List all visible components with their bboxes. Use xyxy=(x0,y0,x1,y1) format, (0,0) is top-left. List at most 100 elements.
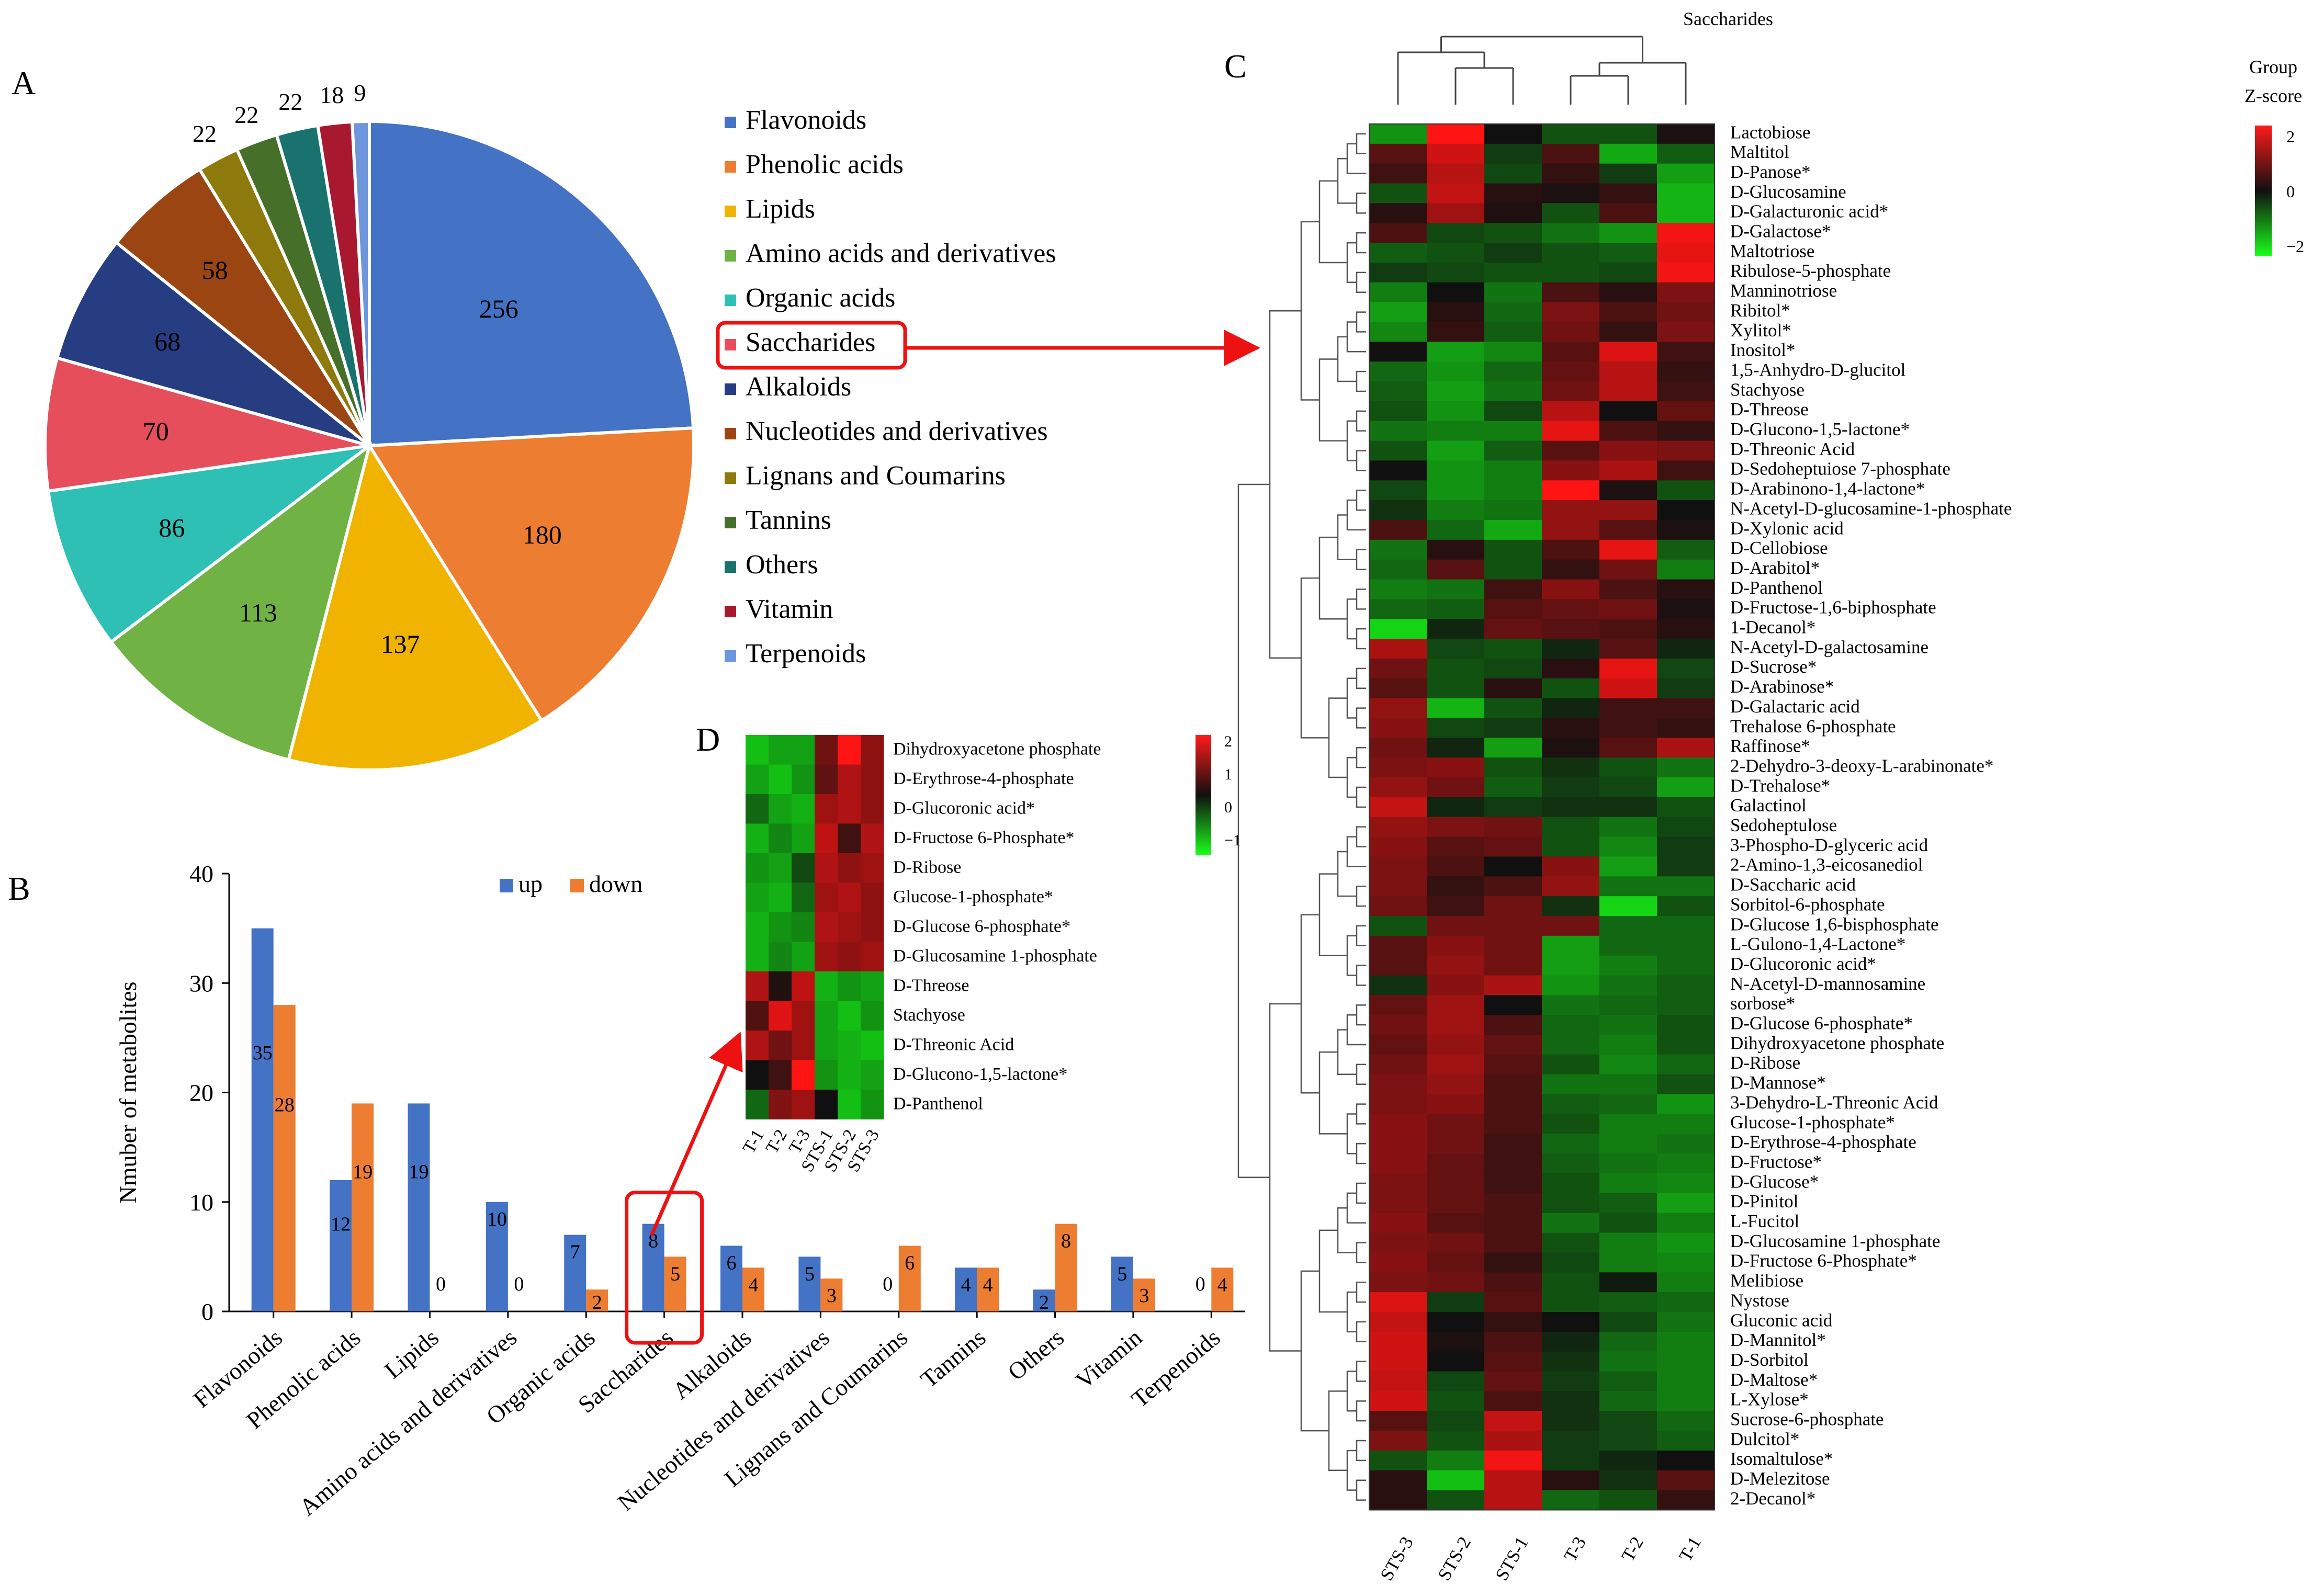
heatmap-c-cell-57-0 xyxy=(1369,1252,1427,1273)
heatmap-d-cell-4-3 xyxy=(815,853,838,883)
heatmap-c-cell-3-2 xyxy=(1484,183,1542,203)
pie-chart: 256 180 137 113 86 70 68 58 22 22 22 18 9 xyxy=(43,80,695,772)
heatmap-c-cell-42-2 xyxy=(1484,955,1542,976)
heatmap-c-cell-38-2 xyxy=(1484,876,1542,897)
heatmap-c-cell-36-3 xyxy=(1542,836,1600,857)
heatmap-c-cell-5-3 xyxy=(1542,223,1600,243)
bar-label-up-vitamin: 5 xyxy=(1117,1263,1127,1285)
heatmap-c-cell-36-1 xyxy=(1427,836,1485,857)
heatmap-c-row-label-69: 2-Decanol* xyxy=(1730,1488,1815,1509)
heatmap-c-cell-34-5 xyxy=(1657,797,1715,818)
legend-item-phenolic-acids: Phenolic acids xyxy=(746,150,904,179)
legend-swatch-tannins xyxy=(725,517,736,528)
bar-label-up-lignans-and-coumarins: 0 xyxy=(883,1273,893,1295)
heatmap-c-cell-65-3 xyxy=(1542,1411,1600,1431)
heatmap-c-cell-69-3 xyxy=(1542,1490,1600,1510)
heatmap-c-dendro-branch xyxy=(1356,1182,1366,1204)
heatmap-c-cell-56-0 xyxy=(1369,1232,1427,1253)
heatmap-c-cell-4-1 xyxy=(1427,203,1485,223)
heatmap-d-cell-7-0 xyxy=(746,942,769,972)
heatmap-c-cell-24-3 xyxy=(1542,599,1600,619)
heatmap-c-row-label-29: D-Galactaric acid xyxy=(1730,696,1860,717)
heatmap-c-row-label-67: Isomaltulose* xyxy=(1730,1448,1833,1469)
heatmap-c-cell-49-2 xyxy=(1484,1094,1542,1114)
heatmap-c-cell-29-1 xyxy=(1427,698,1485,718)
heatmap-c-cell-63-5 xyxy=(1657,1371,1715,1391)
pie-slice-organic-acids xyxy=(46,443,375,644)
heatmap-c-cell-41-1 xyxy=(1427,935,1485,956)
heatmap-c-row-label-40: D-Glucose 1,6-bisphosphate xyxy=(1730,914,1939,934)
heatmap-d-colorbar-tick: 2 xyxy=(1224,733,1232,750)
heatmap-c-cell-54-1 xyxy=(1427,1193,1485,1214)
heatmap-c-row-label-31: Raffinose* xyxy=(1730,736,1810,756)
heatmap-c-cell-23-2 xyxy=(1484,579,1542,599)
heatmap-c-row-label-64: L-Xylose* xyxy=(1730,1389,1809,1410)
heatmap-c-dendro-branch xyxy=(1346,935,1357,976)
heatmap-c-cell-22-1 xyxy=(1427,559,1485,580)
heatmap-d-cell-7-1 xyxy=(769,942,792,972)
heatmap-c-cell-16-1 xyxy=(1427,440,1485,461)
heatmap-c-colorbar xyxy=(2255,126,2272,256)
heatmap-c-cell-25-0 xyxy=(1369,619,1427,639)
heatmap-c-cell-49-0 xyxy=(1369,1094,1427,1114)
heatmap-c-cell-54-3 xyxy=(1542,1193,1600,1214)
heatmap-c-cell-35-3 xyxy=(1542,817,1600,837)
heatmap-d-cell-8-3 xyxy=(815,971,838,1001)
bar-label-down-flavonoids: 28 xyxy=(275,1094,295,1116)
heatmap-d-cell-9-5 xyxy=(861,1001,884,1031)
heatmap-d-cell-2-3 xyxy=(815,794,838,824)
bar-label-up-alkaloids: 6 xyxy=(727,1252,737,1274)
heatmap-c-cell-64-0 xyxy=(1369,1391,1427,1411)
heatmap-c-cell-56-2 xyxy=(1484,1232,1542,1253)
heatmap-c-row-label-11: Inositol* xyxy=(1730,340,1795,360)
heatmap-c-cell-65-2 xyxy=(1484,1411,1542,1431)
heatmap-d-cell-2-0 xyxy=(746,794,769,824)
heatmap-c-dendro-branch xyxy=(1356,133,1366,155)
heatmap-c-cell-1-0 xyxy=(1369,143,1427,164)
heatmap-d-cell-4-5 xyxy=(861,853,884,883)
heatmap-c-cell-23-3 xyxy=(1542,579,1600,599)
heatmap-c-cell-69-1 xyxy=(1427,1490,1485,1510)
heatmap-c-cell-30-5 xyxy=(1657,718,1715,738)
heatmap-d-cell-7-5 xyxy=(861,942,884,972)
heatmap-d-cell-6-0 xyxy=(746,912,769,942)
heatmap-d-colorbar-tick: 1 xyxy=(1224,766,1232,783)
heatmap-c-cell-35-0 xyxy=(1369,817,1427,837)
bar-label-up-phenolic-acids: 12 xyxy=(331,1213,351,1235)
heatmap-c-cell-66-4 xyxy=(1599,1431,1657,1451)
heatmap-d-colorbar xyxy=(1196,735,1211,855)
heatmap-c-row-label-10: Xylitol* xyxy=(1730,320,1791,341)
heatmap-d-cell-1-1 xyxy=(769,764,792,795)
heatmap-c-row-label-2: D-Panose* xyxy=(1730,162,1811,182)
heatmap-c-cell-46-2 xyxy=(1484,1035,1542,1055)
heatmap-c-dendro-branch xyxy=(1346,677,1357,719)
heatmap-d-cell-3-0 xyxy=(746,823,769,854)
heatmap-c-cell-40-3 xyxy=(1542,916,1600,936)
heatmap-c-cell-12-3 xyxy=(1542,361,1600,382)
bar-y-axis-label: Nmuber of metabolites xyxy=(115,981,141,1203)
heatmap-c-row-label-52: D-Fructose* xyxy=(1730,1151,1822,1172)
heatmap-c-cell-26-4 xyxy=(1599,639,1657,659)
heatmap-c-cell-38-3 xyxy=(1542,876,1600,897)
heatmap-c-cell-44-5 xyxy=(1657,995,1715,1015)
legend-swatch-nucleotides-and-derivatives xyxy=(725,428,736,439)
heatmap-c-cell-33-5 xyxy=(1657,777,1715,798)
bar-label-up-lipids: 19 xyxy=(409,1161,428,1183)
heatmap-c-cell-9-0 xyxy=(1369,302,1427,322)
heatmap-c-cell-40-4 xyxy=(1599,916,1657,936)
legend-swatch-flavonoids xyxy=(725,117,736,128)
heatmap-c-cell-54-2 xyxy=(1484,1193,1542,1214)
heatmap-d-row-label-9: Stachyose xyxy=(893,1005,965,1025)
heatmap-c-cell-53-1 xyxy=(1427,1173,1485,1194)
heatmap-c-cell-2-3 xyxy=(1542,163,1600,184)
heatmap-c-cell-17-0 xyxy=(1369,460,1427,481)
heatmap-c-cell-49-1 xyxy=(1427,1094,1485,1114)
heatmap-c-cell-0-3 xyxy=(1542,124,1600,144)
heatmap-c-cell-36-2 xyxy=(1484,836,1542,857)
heatmap-c-cell-33-0 xyxy=(1369,777,1427,798)
heatmap-c-cell-17-2 xyxy=(1484,460,1542,481)
bar-label-down-others: 8 xyxy=(1061,1230,1071,1252)
heatmap-c-cell-26-1 xyxy=(1427,639,1485,659)
heatmap-c-cell-5-0 xyxy=(1369,223,1427,243)
heatmap-c-cell-45-3 xyxy=(1542,1015,1600,1035)
